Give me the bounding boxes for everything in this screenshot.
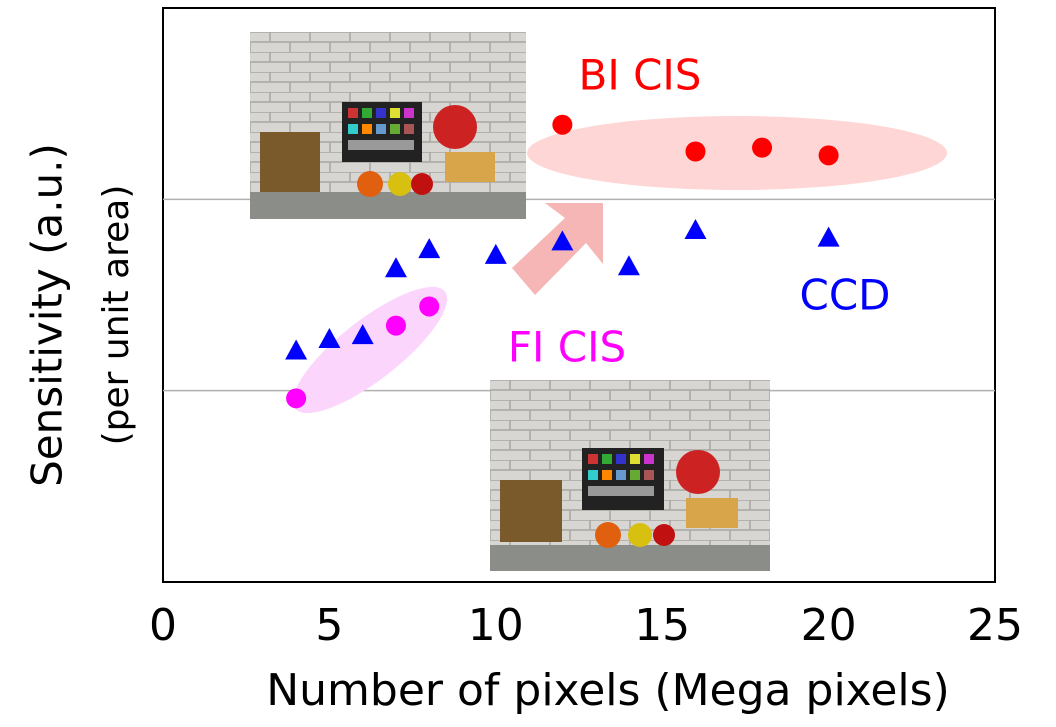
- data-point: [685, 141, 706, 162]
- y-axis-title: Sensitivity (a.u.): [23, 143, 72, 487]
- data-point: [351, 324, 374, 345]
- photo-bi: [250, 32, 526, 219]
- data-point: [817, 226, 840, 247]
- data-point: [318, 328, 341, 349]
- data-point: [552, 114, 573, 135]
- x-axis-title: Number of pixels (Mega pixels): [266, 665, 949, 716]
- x-tick-label: 10: [468, 600, 524, 651]
- series-label: FI CIS: [508, 323, 626, 372]
- data-point: [484, 243, 507, 264]
- data-point: [385, 315, 406, 336]
- x-tick-label: 0: [149, 600, 177, 651]
- x-tick-label: 15: [634, 600, 690, 651]
- data-point: [285, 339, 308, 360]
- series-label: BI CIS: [579, 51, 702, 100]
- series-label: CCD: [800, 271, 891, 320]
- data-point: [419, 296, 440, 317]
- fi-cis-highlight: [292, 286, 448, 414]
- photo-fi: [490, 380, 770, 571]
- x-tick-label: 5: [315, 600, 343, 651]
- bi-cis-highlight: [527, 116, 947, 190]
- data-point: [818, 145, 839, 166]
- data-point: [752, 137, 773, 158]
- data-point: [286, 388, 307, 409]
- y-axis-subtitle: (per unit area): [96, 185, 137, 446]
- data-point: [418, 238, 441, 259]
- data-point: [684, 218, 707, 239]
- x-tick-label: 20: [801, 600, 857, 651]
- data-point: [617, 255, 640, 276]
- data-point: [384, 257, 407, 278]
- data-point: [551, 230, 574, 251]
- x-tick-label: 25: [967, 600, 1023, 651]
